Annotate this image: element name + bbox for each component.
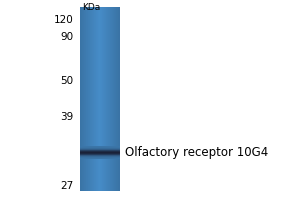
Bar <box>100 7 101 191</box>
Bar <box>92 7 93 191</box>
Bar <box>80 148 120 149</box>
Bar <box>80 158 120 159</box>
Bar <box>113 7 114 191</box>
Bar <box>103 7 105 191</box>
Bar <box>90 7 91 191</box>
Bar <box>80 149 120 150</box>
Bar <box>116 7 117 191</box>
Bar <box>110 7 111 191</box>
Bar <box>115 7 116 191</box>
Bar <box>84 7 85 191</box>
Bar <box>80 149 120 150</box>
Bar <box>85 7 86 191</box>
Bar <box>80 7 81 191</box>
Bar <box>86 7 87 191</box>
Bar <box>107 7 108 191</box>
Bar <box>105 7 106 191</box>
Bar <box>103 7 104 191</box>
Bar <box>94 7 95 191</box>
Bar <box>80 156 120 157</box>
Bar <box>98 7 99 191</box>
Bar <box>117 7 118 191</box>
Bar <box>118 7 119 191</box>
Bar <box>80 150 120 151</box>
Bar <box>83 7 84 191</box>
Text: KDa: KDa <box>82 3 101 12</box>
Bar <box>93 7 94 191</box>
Text: Olfactory receptor 10G4: Olfactory receptor 10G4 <box>125 146 269 159</box>
Bar <box>80 156 120 157</box>
Bar <box>80 155 120 156</box>
Bar <box>80 157 120 158</box>
Bar <box>119 7 120 191</box>
Bar <box>80 146 120 147</box>
Bar <box>108 7 109 191</box>
Bar <box>81 7 82 191</box>
Bar <box>80 147 120 148</box>
Bar <box>110 7 111 191</box>
Bar <box>102 7 103 191</box>
Bar <box>80 154 120 155</box>
Bar <box>80 151 120 152</box>
Bar <box>80 157 120 158</box>
Bar <box>89 7 90 191</box>
Bar <box>84 7 85 191</box>
Text: 50: 50 <box>61 76 74 86</box>
Bar <box>102 7 103 191</box>
Bar <box>114 7 115 191</box>
Bar <box>80 153 120 154</box>
Text: 90: 90 <box>61 32 74 42</box>
Bar <box>82 7 83 191</box>
Bar <box>80 154 120 155</box>
Bar <box>106 7 107 191</box>
Text: 27: 27 <box>61 181 74 191</box>
Bar <box>101 7 102 191</box>
Bar <box>112 7 113 191</box>
Text: 120: 120 <box>54 15 74 25</box>
Bar <box>80 151 120 152</box>
Bar <box>80 152 120 153</box>
Bar <box>104 7 105 191</box>
Bar <box>82 7 83 191</box>
Bar <box>96 7 97 191</box>
Bar <box>100 7 101 191</box>
Bar <box>80 148 120 149</box>
Bar <box>87 7 88 191</box>
Bar <box>80 153 120 154</box>
Bar <box>85 7 86 191</box>
Bar <box>108 7 109 191</box>
Bar <box>114 7 115 191</box>
Bar <box>118 7 119 191</box>
Bar <box>80 152 120 153</box>
Text: 39: 39 <box>61 112 74 122</box>
Bar <box>95 7 96 191</box>
Bar <box>96 7 97 191</box>
Bar <box>116 7 117 191</box>
Bar <box>99 7 100 191</box>
Bar <box>111 7 112 191</box>
Bar <box>91 7 92 191</box>
Bar <box>98 7 99 191</box>
Bar <box>90 7 91 191</box>
Bar <box>80 147 120 148</box>
Bar <box>109 7 110 191</box>
Bar <box>88 7 89 191</box>
Bar <box>97 7 98 191</box>
